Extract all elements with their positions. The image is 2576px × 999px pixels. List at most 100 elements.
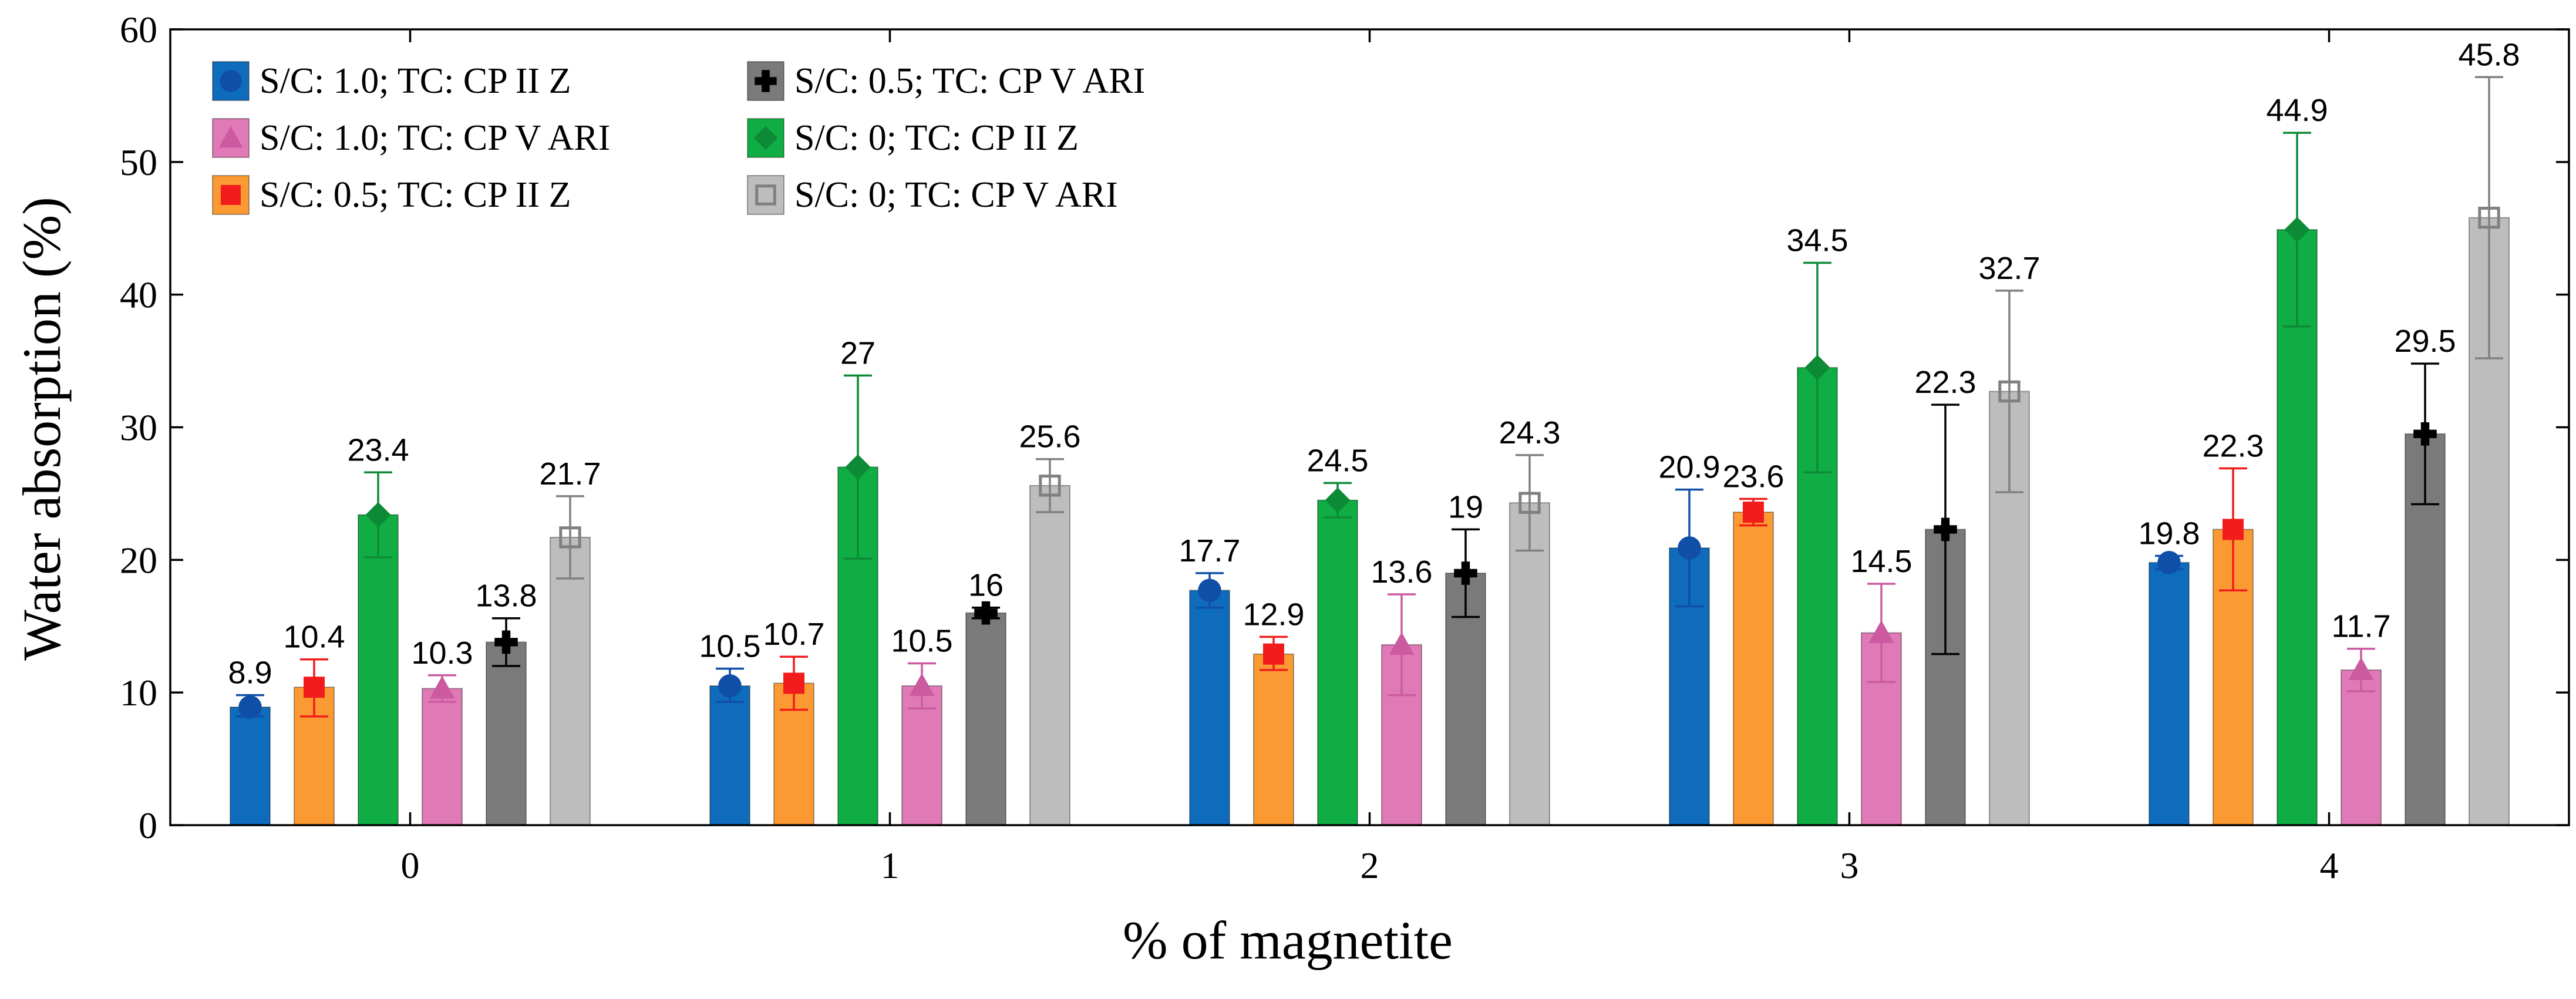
bar	[709, 685, 750, 826]
data-marker	[2223, 519, 2244, 540]
legend-item: S/C: 0; TC: CP V ARI	[747, 175, 1118, 215]
data-label: 16	[968, 568, 1004, 603]
data-marker	[2284, 217, 2310, 243]
legend-label: S/C: 0.5; TC: CP II Z	[260, 175, 571, 215]
data-marker	[1743, 502, 1764, 523]
data-label: 8.9	[228, 655, 272, 691]
y-tick-label: 10	[120, 672, 157, 714]
bar	[422, 688, 463, 826]
y-tick-label: 60	[120, 9, 157, 51]
data-label: 14.5	[1850, 544, 1912, 579]
legend-marker	[755, 70, 777, 92]
data-label: 23.4	[347, 432, 409, 467]
data-label: 34.5	[1786, 223, 1848, 258]
data-label: 10.3	[411, 635, 473, 671]
legend-marker	[755, 184, 776, 206]
data-marker	[238, 695, 262, 719]
data-marker	[845, 454, 871, 480]
data-marker	[304, 677, 325, 698]
data-label: 44.9	[2266, 93, 2328, 128]
legend-swatch	[747, 175, 784, 215]
bar	[358, 514, 399, 826]
data-marker	[429, 675, 455, 699]
data-marker	[1934, 517, 1957, 541]
data-label: 19.8	[2138, 516, 2200, 551]
data-marker	[1325, 487, 1351, 513]
x-tick-label: 0	[401, 845, 420, 886]
legend-marker	[218, 126, 243, 148]
legend-label: S/C: 0; TC: CP V ARI	[794, 175, 1118, 215]
legend-item: S/C: 0; TC: CP II Z	[747, 118, 1079, 158]
data-marker	[1678, 536, 1701, 560]
data-label: 20.9	[1658, 450, 1720, 485]
series-1: 8.9 10.5 17.7 20.9 19.8	[228, 450, 2200, 826]
data-label: 22.3	[1914, 365, 1976, 400]
legend-marker	[221, 185, 241, 205]
data-label: 21.7	[539, 456, 601, 492]
data-marker	[1263, 643, 1284, 665]
x-tick-label: 1	[881, 845, 900, 886]
data-marker	[1868, 620, 1894, 643]
data-label: 12.9	[1242, 597, 1304, 632]
data-label: 10.5	[699, 629, 760, 664]
data-label: 10.5	[891, 623, 952, 658]
series-4: 10.3 10.5 13.6 14.5 11.7	[411, 544, 2391, 826]
data-marker	[718, 674, 742, 698]
data-label: 13.8	[475, 578, 537, 614]
bar	[550, 536, 591, 826]
bar	[1253, 653, 1294, 826]
data-label: 11.7	[2331, 609, 2390, 644]
data-marker	[1198, 578, 1221, 603]
legend-marker	[220, 70, 242, 92]
data-marker	[974, 601, 998, 625]
y-tick-label: 20	[120, 539, 157, 581]
legend-label: S/C: 0.5; TC: CP V ARI	[794, 61, 1145, 101]
y-tick-label: 40	[120, 274, 157, 316]
data-label: 24.3	[1499, 415, 1560, 450]
data-marker	[365, 502, 391, 528]
legend: S/C: 1.0; TC: CP II Z S/C: 1.0; TC: CP V …	[212, 61, 1145, 215]
legend-item: S/C: 1.0; TC: CP II Z	[212, 61, 571, 101]
data-label: 13.6	[1371, 554, 1432, 590]
data-marker	[1389, 632, 1415, 655]
data-marker	[2157, 551, 2181, 574]
y-axis-title: Water absorption (%)	[12, 197, 72, 661]
x-tick-label: 2	[1361, 845, 1379, 886]
bar	[2341, 669, 2382, 826]
bar	[230, 707, 271, 826]
data-marker	[1454, 561, 1477, 585]
x-tick-label: 4	[2320, 845, 2339, 886]
x-axis-title: % of magnetite	[1123, 910, 1453, 970]
bar	[486, 641, 527, 826]
legend-item: S/C: 0.5; TC: CP II Z	[212, 175, 571, 215]
data-marker	[2413, 422, 2437, 446]
data-label: 32.7	[1978, 251, 2040, 286]
data-label: 25.6	[1019, 419, 1080, 455]
series-6: 21.7 25.6 24.3 32.7 45.8	[539, 37, 2520, 826]
bar	[965, 612, 1006, 826]
data-label: 29.5	[2394, 324, 2456, 359]
data-marker	[1998, 380, 2021, 403]
bar	[2149, 561, 2190, 826]
data-label: 24.5	[1306, 443, 1368, 478]
bar	[1733, 512, 1774, 826]
bars-layer: 8.910.517.720.919.810.4 10.712.923.622.32…	[228, 37, 2520, 826]
data-label: 17.7	[1178, 533, 1240, 569]
legend-label: S/C: 1.0; TC: CP V ARI	[260, 118, 610, 158]
bar	[1317, 499, 1358, 826]
legend-label: S/C: 1.0; TC: CP II Z	[260, 61, 571, 101]
x-tick-label: 3	[1840, 845, 1859, 886]
bar	[2277, 229, 2318, 826]
data-marker	[783, 672, 804, 694]
axes-layer: 0 10 20 30 40 50 60 0 1 2 3 4	[120, 9, 2570, 886]
series-3: 23.4 27 24.5 34.5 44.9	[347, 93, 2328, 826]
data-marker	[1518, 492, 1541, 514]
data-label: 10.4	[283, 620, 345, 655]
data-marker	[1039, 475, 1061, 497]
series-5: 13.8 16 19 22.3 29.5	[475, 324, 2456, 826]
data-marker	[2478, 206, 2500, 229]
series-2: 10.4 10.7 12.9 23.6 22.3	[283, 429, 2264, 826]
